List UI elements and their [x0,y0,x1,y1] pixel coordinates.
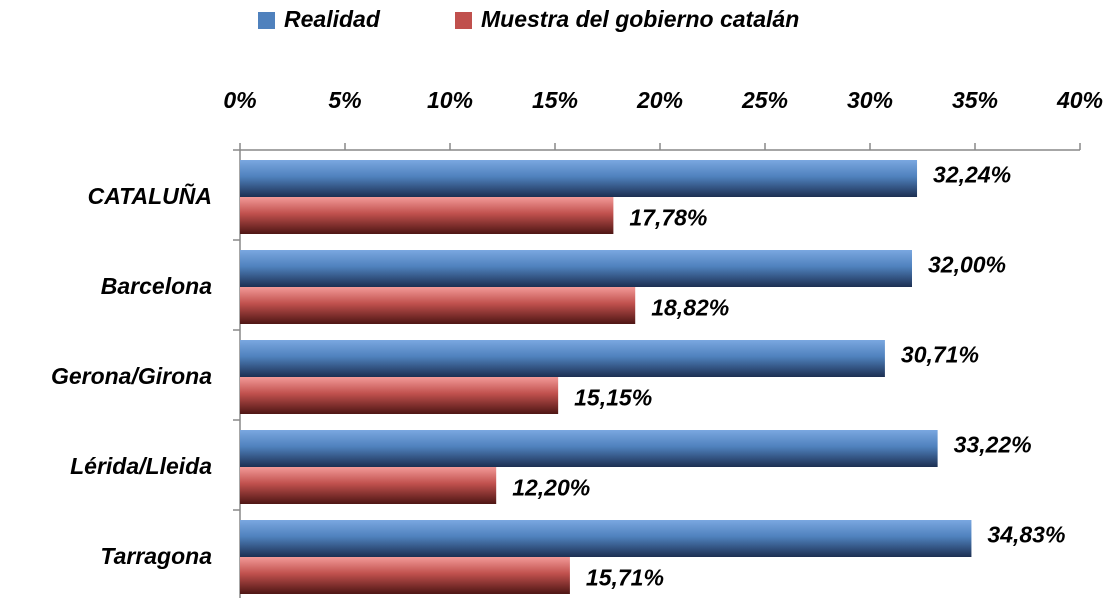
x-tick-label: 25% [741,87,788,113]
bar [240,340,885,377]
y-tick-label: CATALUÑA [88,182,212,209]
bar [240,250,912,287]
value-label: 17,78% [629,205,707,231]
bar [240,430,938,467]
bar [240,377,559,414]
value-label: 30,71% [901,342,979,368]
x-tick-label: 5% [328,87,361,113]
y-tick-label: Gerona/Girona [51,363,212,389]
bar [240,197,614,234]
legend-swatch [455,12,472,29]
x-tick-label: 20% [636,87,683,113]
bar [240,520,972,557]
value-label: 32,00% [928,252,1006,278]
bar [240,467,497,504]
value-label: 12,20% [512,475,590,501]
x-tick-label: 0% [223,87,256,113]
value-label: 15,71% [586,565,664,591]
x-tick-label: 30% [847,87,893,113]
y-tick-label: Lérida/Lleida [70,453,212,479]
x-tick-label: 40% [1056,87,1103,113]
bar [240,557,570,594]
y-tick-label: Tarragona [100,543,212,569]
value-label: 15,15% [574,385,652,411]
value-label: 33,22% [954,432,1032,458]
bar [240,287,636,324]
x-tick-label: 15% [532,87,578,113]
legend-label: Muestra del gobierno catalán [481,6,799,32]
value-label: 34,83% [987,522,1065,548]
x-tick-label: 10% [427,87,473,113]
bar [240,160,918,197]
legend-swatch [258,12,275,29]
y-tick-label: Barcelona [101,273,212,299]
legend-label: Realidad [284,6,381,32]
value-label: 32,24% [933,162,1011,188]
x-tick-label: 35% [952,87,998,113]
value-label: 18,82% [651,295,729,321]
